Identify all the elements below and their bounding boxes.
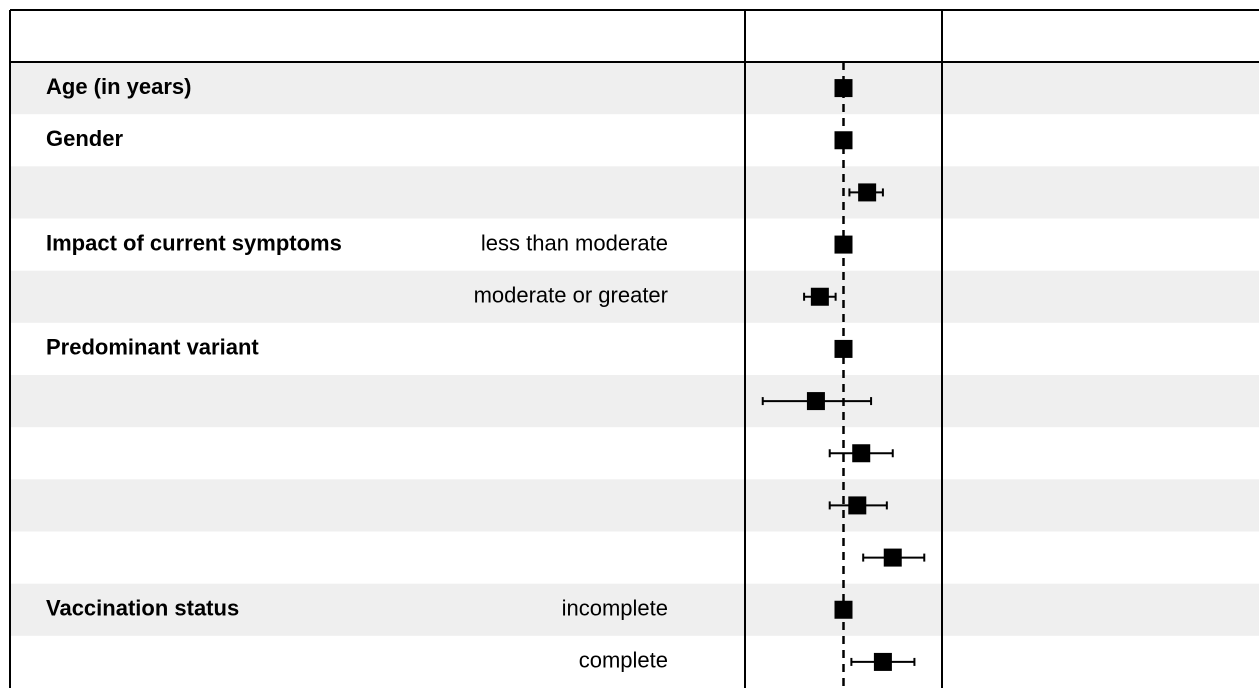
estimate-point (834, 339, 853, 358)
group-label: Impact of current symptoms (46, 230, 342, 255)
group-label: Gender (46, 126, 123, 151)
estimate-point (873, 652, 892, 671)
estimate-point (834, 131, 853, 150)
row-stripes (10, 62, 1259, 636)
estimate-point (834, 79, 853, 98)
estimate-point (858, 183, 877, 202)
level-label: incomplete (562, 596, 668, 621)
estimate-point (852, 444, 871, 463)
plot-content: Age (in years) Gender Impact of current sy… (46, 62, 926, 688)
estimate-point (806, 392, 825, 411)
estimate-point (834, 600, 853, 619)
row-stripe (10, 270, 1259, 323)
level-label: moderate or greater (474, 283, 668, 308)
level-label: complete (579, 648, 668, 673)
group-label: Vaccination status (46, 596, 239, 621)
estimate-point (883, 548, 902, 567)
row-stripe (10, 62, 1259, 115)
group-label: Age (in years) (46, 74, 192, 99)
level-label: less than moderate (481, 230, 668, 255)
row-stripe (10, 479, 1259, 532)
row-stripe (10, 166, 1259, 219)
estimate-point (810, 287, 829, 306)
row-stripe (10, 583, 1259, 636)
row-stripe (10, 375, 1259, 428)
group-label: Predominant variant (46, 335, 259, 360)
estimate-point (834, 235, 853, 254)
estimate-point (848, 496, 867, 515)
